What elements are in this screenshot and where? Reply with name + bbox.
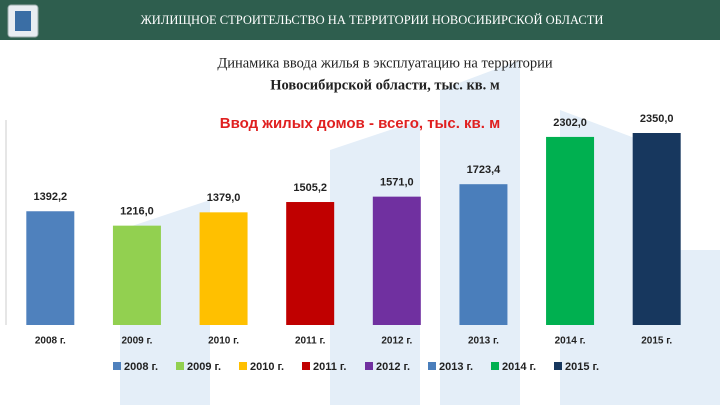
x-tick-label: 2009 г.: [121, 336, 152, 347]
legend-swatch: [239, 362, 247, 370]
legend-swatch: [365, 362, 373, 370]
x-tick-label: 2014 г.: [555, 336, 586, 347]
chart-title: Новосибирской области, тыс. кв. м: [270, 77, 500, 93]
x-tick-label: 2008 г.: [35, 336, 66, 347]
bar: [286, 202, 335, 325]
value-label: 2302,0: [553, 117, 587, 129]
bar: [459, 184, 508, 325]
bar: [546, 136, 595, 325]
value-label: 1216,0: [120, 206, 154, 218]
bar: [632, 133, 681, 325]
value-label: 1379,0: [207, 192, 241, 204]
x-tick-label: 2011 г.: [295, 336, 326, 347]
legend-label: 2014 г.: [502, 361, 536, 373]
legend-swatch: [302, 362, 310, 370]
value-label: 1505,2: [293, 182, 327, 194]
bar: [26, 211, 75, 325]
bar: [199, 212, 248, 325]
legend-swatch: [428, 362, 436, 370]
legend-swatch: [113, 362, 121, 370]
legend-label: 2015 г.: [565, 361, 599, 373]
emblem-shield: [15, 11, 31, 31]
chart-subtitle: Ввод жилых домов - всего, тыс. кв. м: [220, 115, 500, 132]
bar: [112, 225, 161, 325]
legend-label: 2011 г.: [313, 361, 346, 373]
legend-swatch: [554, 362, 562, 370]
x-tick-label: 2012 г.: [381, 336, 412, 347]
header-bar: [0, 0, 720, 40]
chart-title: Динамика ввода жилья в эксплуатацию на т…: [217, 55, 553, 71]
legend-label: 2013 г.: [439, 361, 473, 373]
legend-label: 2008 г.: [124, 361, 158, 373]
x-tick-label: 2010 г.: [208, 336, 239, 347]
x-tick-label: 2013 г.: [468, 336, 499, 347]
legend-label: 2009 г.: [187, 361, 221, 373]
x-tick-label: 2015 г.: [641, 336, 672, 347]
legend-label: 2012 г.: [376, 361, 410, 373]
legend-label: 2010 г.: [250, 361, 284, 373]
bar: [372, 196, 421, 325]
value-label: 1723,4: [467, 164, 502, 176]
value-label: 1571,0: [380, 177, 414, 189]
legend-swatch: [491, 362, 499, 370]
value-label: 2350,0: [640, 113, 674, 125]
legend-swatch: [176, 362, 184, 370]
header-title: ЖИЛИЩНОЕ СТРОИТЕЛЬСТВО НА ТЕРРИТОРИИ НОВ…: [141, 13, 604, 27]
value-label: 1392,2: [33, 191, 67, 203]
